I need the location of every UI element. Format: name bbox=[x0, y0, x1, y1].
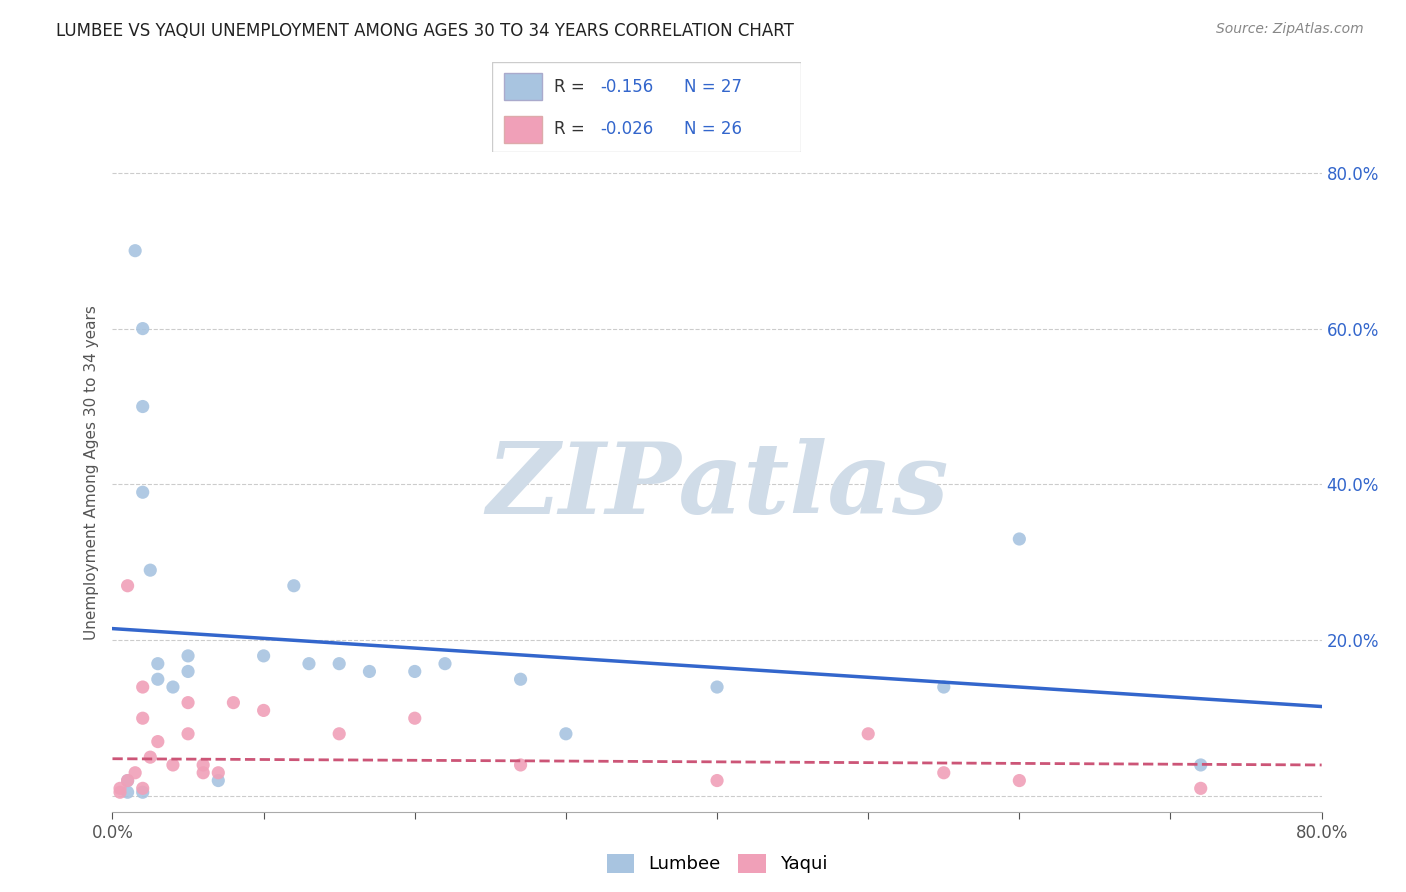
Point bbox=[146, 657, 169, 671]
Point bbox=[132, 785, 155, 799]
Point bbox=[117, 773, 139, 788]
Point bbox=[139, 750, 162, 764]
Point bbox=[117, 785, 139, 799]
Point bbox=[191, 758, 214, 772]
Point bbox=[298, 657, 321, 671]
Point bbox=[177, 665, 200, 679]
Point bbox=[162, 758, 184, 772]
Point bbox=[253, 648, 276, 663]
Point bbox=[146, 734, 169, 748]
Text: N = 26: N = 26 bbox=[683, 120, 742, 138]
Point bbox=[433, 657, 456, 671]
Text: N = 27: N = 27 bbox=[683, 78, 742, 95]
Point bbox=[404, 711, 426, 725]
Point bbox=[139, 563, 162, 577]
Point bbox=[1008, 532, 1031, 546]
Y-axis label: Unemployment Among Ages 30 to 34 years: Unemployment Among Ages 30 to 34 years bbox=[83, 305, 98, 640]
Point bbox=[191, 765, 214, 780]
Point bbox=[404, 665, 426, 679]
Point bbox=[162, 680, 184, 694]
Point bbox=[1008, 773, 1031, 788]
Point bbox=[132, 400, 155, 414]
Text: -0.156: -0.156 bbox=[600, 78, 654, 95]
Text: R =: R = bbox=[554, 120, 591, 138]
Point bbox=[177, 648, 200, 663]
Bar bbox=[505, 116, 541, 143]
Point bbox=[253, 703, 276, 717]
Text: R =: R = bbox=[554, 78, 591, 95]
Point bbox=[132, 485, 155, 500]
Text: ZIPatlas: ZIPatlas bbox=[486, 438, 948, 534]
Point bbox=[1189, 781, 1212, 796]
Point bbox=[132, 781, 155, 796]
Point bbox=[207, 773, 229, 788]
Point bbox=[328, 657, 350, 671]
Point bbox=[207, 765, 229, 780]
Point bbox=[177, 727, 200, 741]
Text: LUMBEE VS YAQUI UNEMPLOYMENT AMONG AGES 30 TO 34 YEARS CORRELATION CHART: LUMBEE VS YAQUI UNEMPLOYMENT AMONG AGES … bbox=[56, 22, 794, 40]
Point bbox=[359, 665, 381, 679]
Point bbox=[124, 244, 146, 258]
Point bbox=[222, 696, 245, 710]
Point bbox=[283, 579, 305, 593]
Point bbox=[117, 579, 139, 593]
Point bbox=[706, 680, 728, 694]
Point bbox=[108, 785, 131, 799]
Bar bbox=[505, 73, 541, 100]
Point bbox=[856, 727, 880, 741]
Point bbox=[132, 680, 155, 694]
Point bbox=[177, 696, 200, 710]
Point bbox=[146, 672, 169, 686]
Point bbox=[117, 773, 139, 788]
Point bbox=[1189, 758, 1212, 772]
Point bbox=[509, 672, 531, 686]
Point bbox=[509, 758, 531, 772]
Point bbox=[932, 765, 955, 780]
Point bbox=[108, 781, 131, 796]
Point bbox=[124, 765, 146, 780]
Point bbox=[132, 711, 155, 725]
Text: -0.026: -0.026 bbox=[600, 120, 654, 138]
Text: Source: ZipAtlas.com: Source: ZipAtlas.com bbox=[1216, 22, 1364, 37]
Point bbox=[932, 680, 955, 694]
Point bbox=[706, 773, 728, 788]
Point bbox=[328, 727, 350, 741]
Point bbox=[132, 321, 155, 335]
Legend: Lumbee, Yaqui: Lumbee, Yaqui bbox=[599, 847, 835, 880]
Point bbox=[554, 727, 576, 741]
